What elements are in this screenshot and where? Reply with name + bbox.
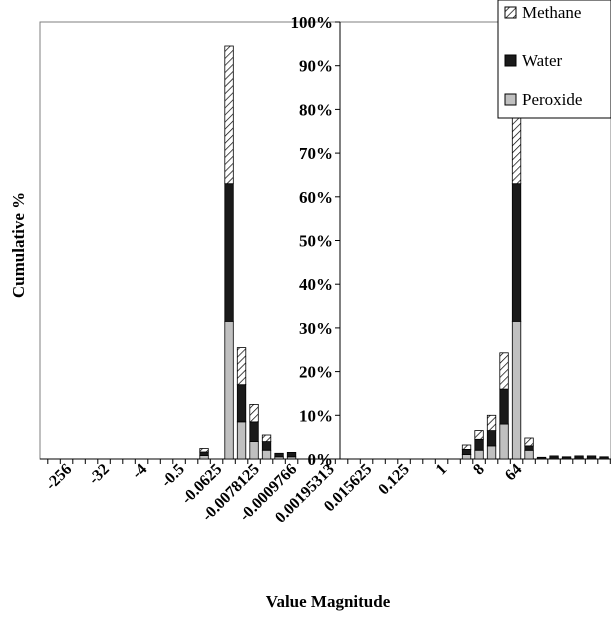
y-tick-label: 60% xyxy=(299,188,333,207)
y-tick-label: 50% xyxy=(299,232,333,251)
bar-methane-33 xyxy=(461,444,472,450)
bar-peroxide-12 xyxy=(199,455,209,460)
y-tick-label: 90% xyxy=(299,57,333,76)
bar-water-42 xyxy=(574,455,584,459)
bar-water-41 xyxy=(561,456,572,459)
bar-water-34 xyxy=(474,438,484,451)
bar-water-37 xyxy=(511,183,522,322)
x-tick-label: -4 xyxy=(129,461,150,482)
legend-label-methane: Methane xyxy=(522,3,581,22)
x-tick-labels-group: -256 -32 -4 -0.5-0.0625-0.0078125-0.0009766… xyxy=(43,461,526,527)
y-axis-title: Cumulative % xyxy=(9,192,28,298)
bar-water-17 xyxy=(261,441,272,451)
bar-peroxide-16 xyxy=(249,441,259,460)
y-tick-label: 10% xyxy=(299,406,333,425)
legend-box xyxy=(497,0,611,119)
bar-water-33 xyxy=(461,448,472,455)
bar-water-12 xyxy=(199,451,209,456)
legend: Methane Water Peroxide xyxy=(497,0,611,119)
bar-water-19 xyxy=(286,451,297,458)
legend-swatch-peroxide xyxy=(504,93,517,106)
bar-water-38 xyxy=(524,445,534,451)
bar-methane-36 xyxy=(499,352,509,390)
bar-methane-12 xyxy=(199,448,209,453)
x-tick-label: 0.125 xyxy=(375,461,412,498)
legend-swatch-methane xyxy=(504,6,517,19)
x-tick-label: -256 xyxy=(43,461,76,494)
y-tick-label: 80% xyxy=(299,100,333,119)
y-tick-label: 40% xyxy=(299,275,333,294)
bar-water-15 xyxy=(236,384,247,423)
x-tick-label: -32 xyxy=(86,461,113,488)
x-tick-label: 64 xyxy=(502,461,525,484)
y-tick-label: 0% xyxy=(308,450,334,469)
y-tick-label: 70% xyxy=(299,144,333,163)
bar-peroxide-17 xyxy=(261,449,272,460)
x-ticks-group xyxy=(47,459,611,464)
y-ticks-group: 0% 10% 20% 30% 40% 50% 60% 70% 80% 90% 100% xyxy=(291,13,340,469)
bar-water-16 xyxy=(249,421,259,442)
y-tick-label: 30% xyxy=(299,319,333,338)
bar-peroxide-34 xyxy=(474,449,484,460)
bar-water-35 xyxy=(486,430,497,447)
bar-peroxide-37 xyxy=(511,320,522,460)
legend-label-peroxide: Peroxide xyxy=(522,90,582,109)
bar-peroxide-33 xyxy=(461,454,472,460)
bar-water-36 xyxy=(499,388,509,425)
bar-methane-15 xyxy=(236,347,247,386)
y-tick-label: 20% xyxy=(299,363,333,382)
bar-methane-14 xyxy=(224,45,234,185)
legend-label-water: Water xyxy=(522,51,562,70)
bar-water-40 xyxy=(549,455,559,459)
x-axis-title: Value Magnitude xyxy=(266,592,391,611)
bar-peroxide-15 xyxy=(236,421,247,460)
bar-methane-38 xyxy=(524,437,534,447)
bar-water-39 xyxy=(536,456,547,459)
bar-peroxide-35 xyxy=(486,445,497,460)
y-tick-label: 100% xyxy=(291,13,334,32)
x-tick-label: -0.5 xyxy=(158,461,188,491)
bar-peroxide-38 xyxy=(524,449,534,460)
bar-water-18 xyxy=(274,452,284,458)
bar-methane-35 xyxy=(486,414,497,431)
bar-peroxide-14 xyxy=(224,320,234,460)
bar-peroxide-36 xyxy=(499,423,509,460)
bar-water-43 xyxy=(586,455,597,459)
legend-swatch-water xyxy=(504,54,517,67)
bar-water-14 xyxy=(224,183,234,322)
bar-water-44 xyxy=(599,456,609,459)
bar-methane-17 xyxy=(261,434,272,442)
bar-methane-16 xyxy=(249,403,259,423)
bar-methane-34 xyxy=(474,430,484,440)
